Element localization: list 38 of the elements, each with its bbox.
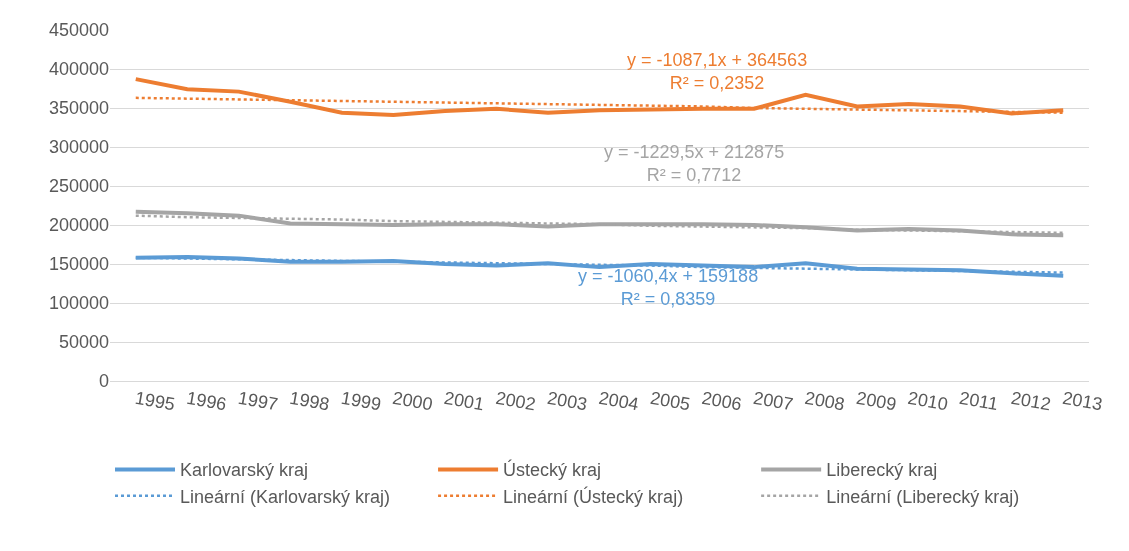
- x-tick-label: 2013: [1060, 387, 1104, 415]
- y-tick-label: 300000: [48, 137, 109, 158]
- legend-label: Lineární (Liberecký kraj): [826, 486, 1020, 507]
- legend-label: Ústecký kraj: [503, 459, 602, 481]
- y-tick-label: 400000: [48, 59, 109, 80]
- y-tick-label: 350000: [48, 98, 109, 119]
- y-tick-label: 450000: [48, 20, 109, 41]
- x-tick-label: 2003: [545, 387, 589, 415]
- annotation: y = -1087,1x + 364563 R² = 0,2352: [627, 50, 808, 94]
- x-tick-label: 2005: [648, 387, 692, 415]
- x-tick-label: 2001: [442, 387, 486, 415]
- x-tick-label: 1997: [236, 387, 280, 415]
- legend-label: Lineární (Karlovarský kraj): [180, 486, 391, 507]
- x-tick-label: 2011: [957, 387, 1000, 415]
- x-tick-label: 1996: [185, 387, 228, 415]
- legend-label: Karlovarský kraj: [180, 460, 309, 481]
- y-tick-label: 250000: [48, 176, 109, 197]
- x-tick-label: 2008: [803, 387, 847, 415]
- annotation: y = -1060,4x + 159188 R² = 0,8359: [578, 266, 759, 310]
- y-tick-label: 0: [98, 371, 109, 392]
- x-tick-label: 2010: [906, 387, 950, 415]
- x-tick-label: 2007: [751, 387, 795, 415]
- x-tick-label: 2009: [854, 387, 898, 415]
- y-tick-label: 200000: [48, 215, 109, 236]
- y-tick-label: 100000: [48, 293, 109, 314]
- x-tick-label: 2006: [700, 387, 744, 415]
- legend-label: Lineární (Ústecký kraj): [503, 485, 684, 507]
- x-tick-label: 1999: [339, 387, 383, 415]
- x-tick-label: 1998: [288, 387, 331, 415]
- y-tick-label: 50000: [58, 332, 109, 353]
- x-tick-label: 1995: [133, 387, 177, 415]
- x-tick-label: 2000: [391, 387, 435, 415]
- x-tick-label: 2002: [494, 387, 538, 415]
- x-tick-label: 2004: [597, 387, 641, 415]
- annotation: y = -1229,5x + 212875 R² = 0,7712: [604, 142, 785, 186]
- y-tick-label: 150000: [48, 254, 109, 275]
- x-tick-label: 2012: [1009, 387, 1053, 415]
- legend-label: Liberecký kraj: [826, 460, 938, 481]
